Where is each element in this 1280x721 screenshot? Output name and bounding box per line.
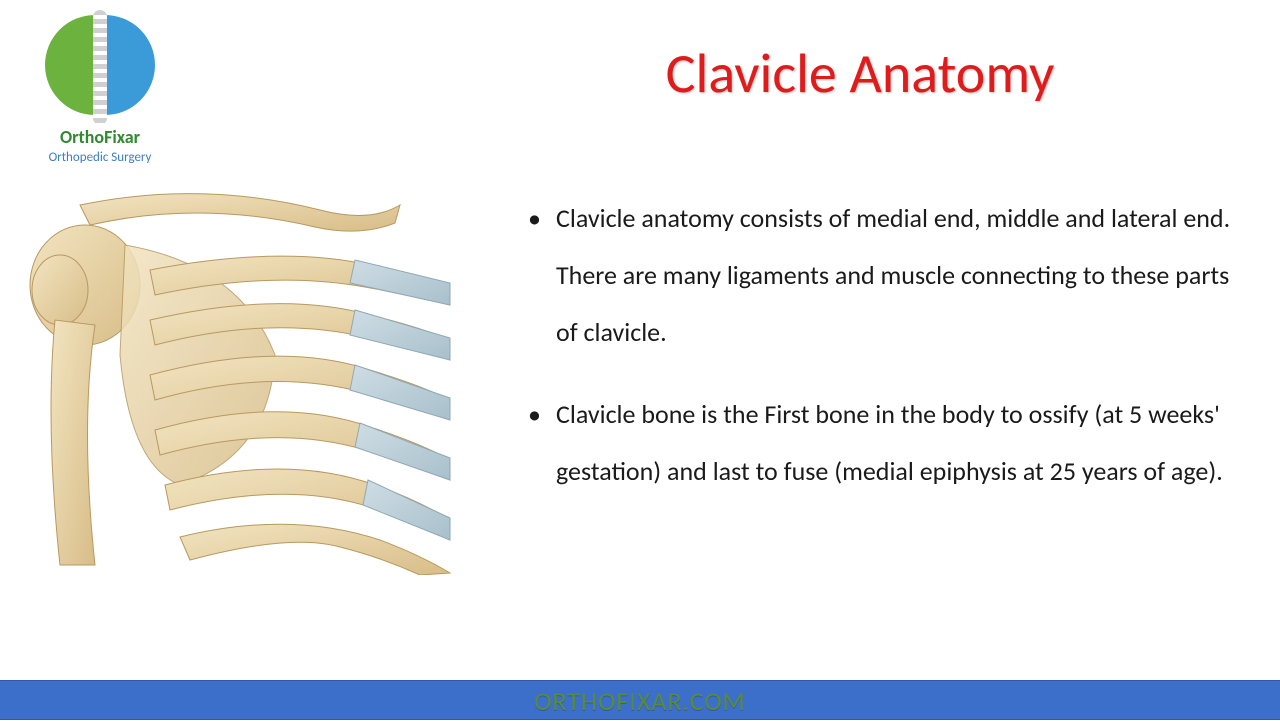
list-item: Clavicle anatomy consists of medial end,… bbox=[520, 190, 1250, 362]
slide-title: Clavicle Anatomy bbox=[480, 40, 1240, 108]
slide-body: Clavicle anatomy consists of medial end,… bbox=[520, 190, 1250, 524]
brand-name: OrthoFixar bbox=[20, 126, 180, 148]
logo-left-half bbox=[45, 15, 100, 115]
spine-icon bbox=[93, 10, 107, 125]
bullet-list: Clavicle anatomy consists of medial end,… bbox=[520, 190, 1250, 500]
logo-right-half bbox=[100, 15, 155, 115]
brand-logo: OrthoFixar Orthopedic Surgery bbox=[20, 10, 180, 165]
footer-bar: ORTHOFIXAR.COM bbox=[0, 680, 1280, 720]
logo-mark bbox=[45, 10, 155, 120]
list-item: Clavicle bone is the First bone in the b… bbox=[520, 386, 1250, 500]
brand-subtitle: Orthopedic Surgery bbox=[20, 150, 180, 165]
anatomy-illustration bbox=[20, 175, 460, 575]
footer-text: ORTHOFIXAR.COM bbox=[534, 685, 746, 717]
